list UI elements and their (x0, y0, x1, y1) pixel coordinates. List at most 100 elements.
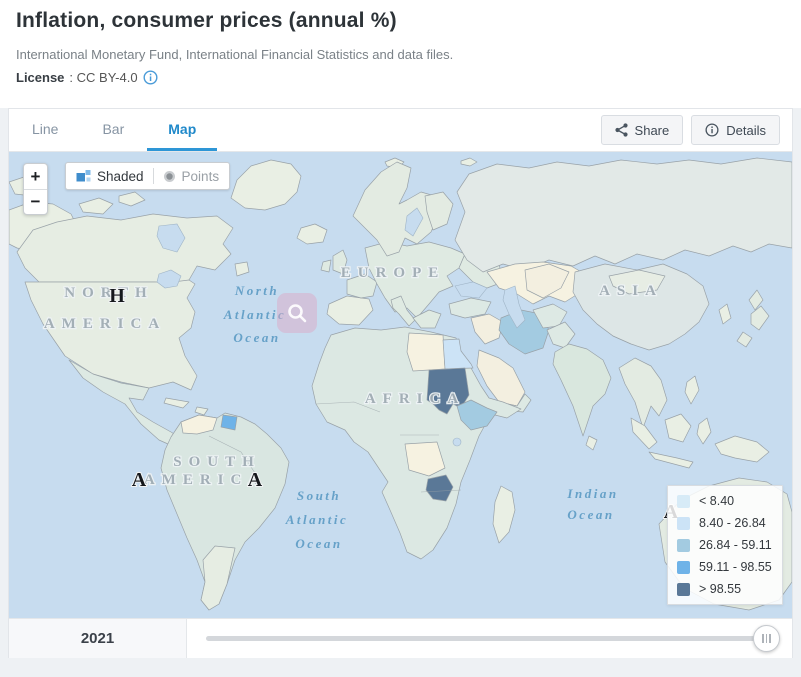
hudson-bay (156, 223, 186, 253)
country-borneo (664, 413, 692, 443)
country-korea (718, 303, 732, 325)
license-info-icon[interactable] (143, 70, 158, 85)
shaded-option[interactable]: Shaded (76, 169, 144, 184)
share-button[interactable]: Share (600, 115, 684, 145)
points-option[interactable]: Points (163, 169, 219, 184)
label-south-atlantic-3: Ocean (295, 536, 342, 551)
country-zimbabwe (425, 474, 454, 502)
legend-label: 8.40 - 26.84 (699, 516, 766, 530)
country-japan-3 (736, 331, 753, 348)
legend-swatch (677, 538, 690, 552)
chart-card: Line Bar Map Share (8, 108, 793, 658)
map-zoom-control: + − (23, 163, 48, 215)
landmass-south-america (160, 412, 290, 611)
license-value: : CC BY-4.0 (69, 70, 138, 85)
legend-swatch (677, 582, 690, 596)
shaded-label: Shaded (97, 168, 144, 184)
header: Inflation, consumer prices (annual %) In… (0, 0, 801, 108)
landmass-iceland (296, 223, 328, 245)
landmass-arctic-2 (78, 197, 114, 215)
country-syria-iraq (470, 313, 504, 345)
landmass-indochina (618, 357, 668, 429)
tab-map[interactable]: Map (147, 109, 218, 151)
zoom-out-button[interactable]: − (24, 189, 47, 214)
country-ireland (320, 259, 332, 273)
landmass-hispaniola (194, 406, 209, 416)
legend-label: 59.11 - 98.55 (699, 560, 772, 574)
map-viewport[interactable]: NORTH AMERICA SOUTH AMERICA EUROPE ASIA … (9, 152, 792, 618)
details-info-icon (705, 123, 719, 137)
handle-grip (769, 634, 771, 643)
label-indian-2: Ocean (567, 507, 614, 522)
page-title: Inflation, consumer prices (annual %) (16, 9, 397, 32)
tab-line[interactable]: Line (32, 120, 59, 137)
label-indian-1: Indian (566, 486, 618, 501)
country-finland (424, 191, 454, 231)
country-cuba (163, 397, 190, 409)
label-africa: AFRICA (365, 391, 465, 407)
black-sea (454, 281, 488, 299)
label-north-atlantic-3: Ocean (233, 330, 280, 345)
timeline-slider-handle[interactable] (753, 625, 780, 652)
timeline-bar: 2021 (9, 618, 792, 658)
country-central-asia (524, 263, 570, 299)
label-south-america-1: SOUTH (173, 454, 261, 470)
country-turkey (448, 297, 492, 319)
details-label: Details (726, 122, 766, 138)
label-south-atlantic-2: Atlantic (285, 512, 349, 527)
legend-item: 8.40 - 26.84 (668, 512, 782, 534)
country-libya (406, 332, 446, 372)
country-greece (412, 309, 442, 329)
landmass-arctic-3 (118, 191, 146, 207)
source-line: International Monetary Fund, Internation… (16, 47, 454, 62)
great-lakes (156, 269, 182, 289)
details-button[interactable]: Details (691, 115, 780, 145)
country-iberia (326, 295, 374, 326)
country-sulawesi (696, 417, 712, 445)
country-usa (24, 279, 198, 391)
country-sumatra (630, 417, 658, 450)
legend-swatch (677, 516, 690, 530)
share-label: Share (634, 122, 670, 138)
landmass-newfoundland (234, 261, 250, 277)
country-russia (454, 157, 792, 273)
country-japan-1 (748, 289, 764, 311)
country-italy (390, 295, 416, 327)
label-asia: ASIA (599, 283, 663, 299)
legend-swatch (677, 494, 690, 508)
label-south-atlantic-1: South (297, 488, 341, 503)
handle-grip (765, 634, 768, 643)
zoom-in-button[interactable]: + (30, 166, 41, 186)
timeline-slider (187, 619, 792, 658)
legend-item: 59.11 - 98.55 (668, 556, 782, 578)
baltic-sea (404, 207, 424, 237)
country-new-guinea (714, 435, 770, 463)
map-search-button[interactable] (277, 293, 317, 333)
label-north-atlantic-1: North (234, 283, 279, 298)
country-china (572, 263, 710, 351)
country-pakistan (546, 321, 576, 349)
label-stray-a2: A (248, 469, 263, 491)
country-suriname (220, 414, 238, 431)
license-row: License : CC BY-4.0 (0, 62, 801, 85)
legend-item: < 8.40 (668, 490, 782, 512)
legend-swatch (677, 560, 690, 574)
country-java (648, 451, 694, 469)
country-philippines (684, 375, 700, 405)
country-ethiopia (456, 399, 498, 431)
country-japan-2 (750, 305, 770, 331)
landmass-arctic-1 (460, 157, 478, 167)
label-north-america-1: NORTH (64, 285, 153, 301)
share-icon (614, 123, 628, 137)
landmass-central-europe (364, 241, 466, 319)
legend-item: > 98.55 (668, 578, 782, 600)
country-iran (498, 309, 550, 355)
tab-bar-chart[interactable]: Bar (102, 120, 125, 137)
legend-label: 26.84 - 59.11 (699, 538, 772, 552)
map-legend: < 8.40 8.40 - 26.84 26.84 - 59.11 59.11 … (667, 485, 783, 605)
layer-separator (152, 168, 154, 184)
legend-label: > 98.55 (699, 582, 742, 596)
timeline-slider-track[interactable] (206, 636, 766, 641)
country-mongolia (608, 269, 666, 295)
